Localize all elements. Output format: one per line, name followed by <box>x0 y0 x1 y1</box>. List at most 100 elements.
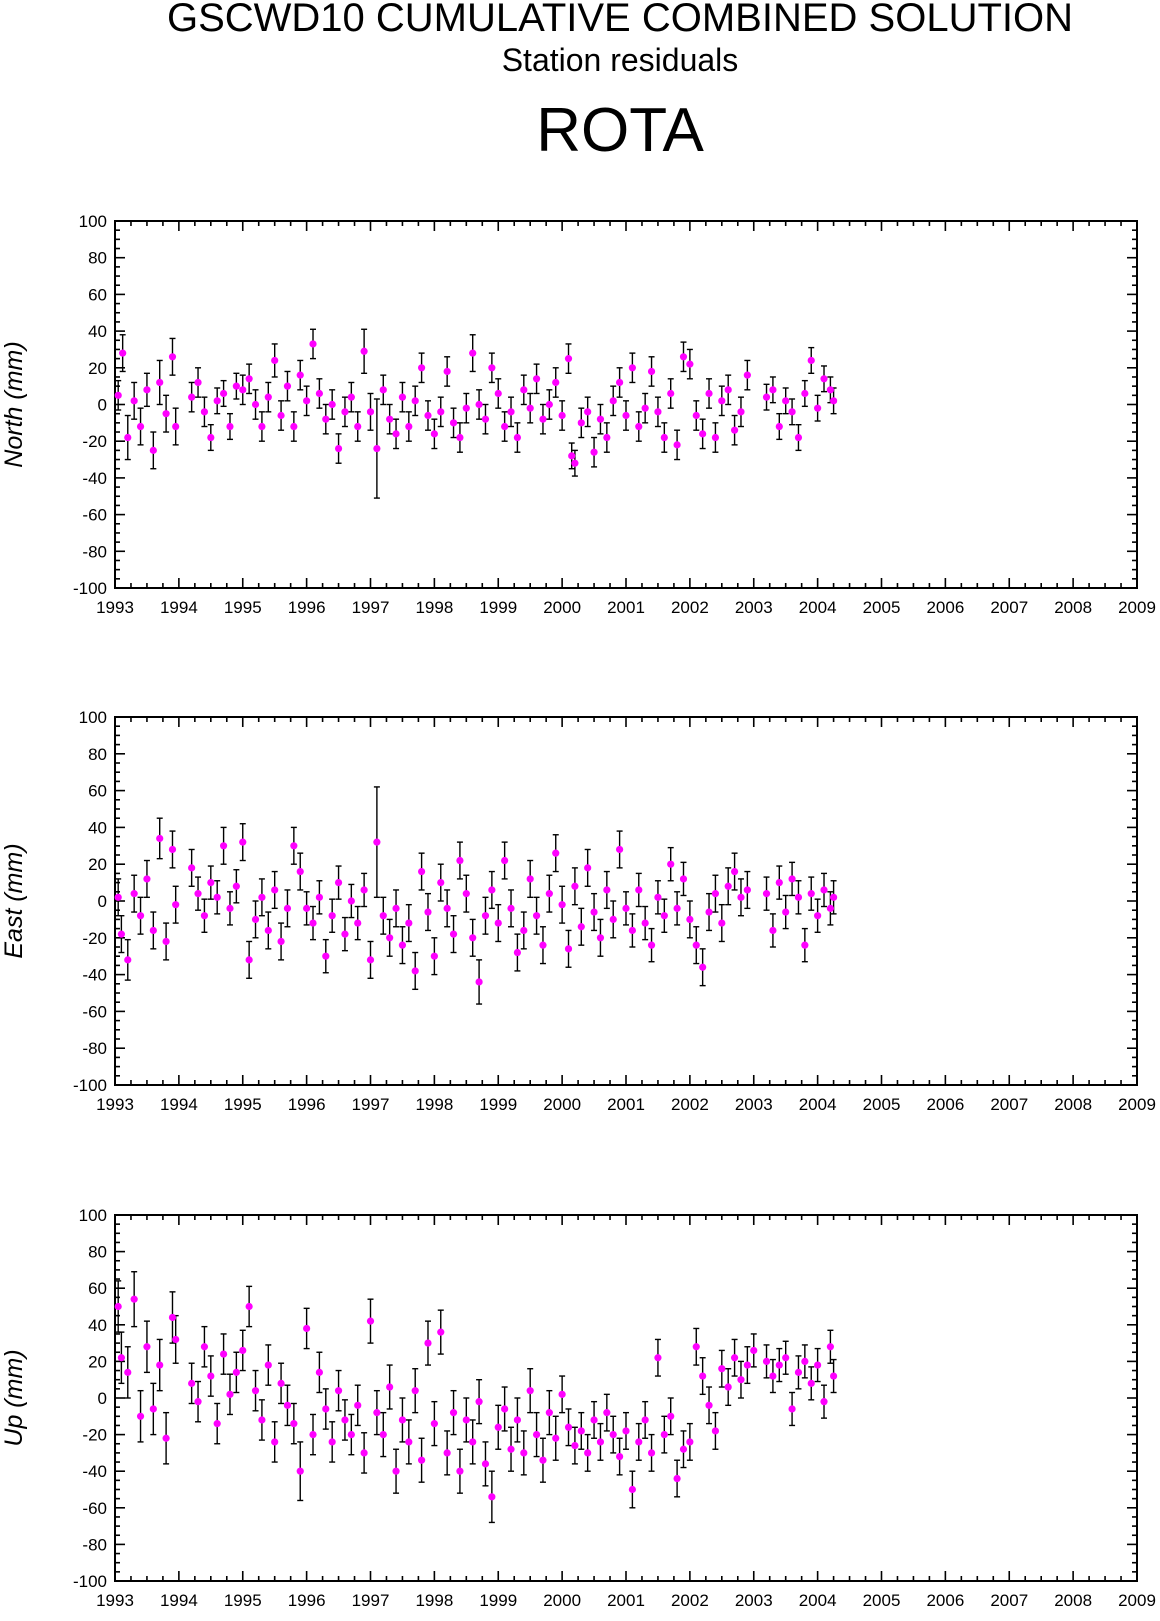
data-point <box>443 1449 451 1457</box>
x-tick-label: 2004 <box>799 1095 837 1114</box>
x-tick-label: 1995 <box>224 598 262 617</box>
data-point <box>801 1357 809 1365</box>
data-point <box>354 1401 362 1409</box>
x-tick-label: 2001 <box>607 598 645 617</box>
data-point <box>347 1431 355 1439</box>
y-tick-label: 40 <box>88 818 107 837</box>
data-point <box>373 838 381 846</box>
data-point <box>801 389 809 398</box>
data-point <box>692 411 700 420</box>
plot-frame <box>114 1214 1138 1582</box>
data-point <box>347 897 355 905</box>
y-tick-label: 80 <box>88 249 107 268</box>
data-point <box>136 422 145 431</box>
x-tick-label: 2003 <box>735 1095 773 1114</box>
y-tick-label: -60 <box>82 506 107 525</box>
data-point <box>200 1343 209 1351</box>
data-point <box>341 408 349 416</box>
data-point <box>213 1420 221 1428</box>
data-point <box>718 919 726 927</box>
data-point <box>149 926 157 935</box>
data-point <box>494 389 502 398</box>
data-point <box>641 404 649 412</box>
data-point <box>647 1449 656 1457</box>
data-point <box>360 886 368 894</box>
data-point <box>277 1379 285 1387</box>
data-point <box>149 446 157 454</box>
data-point <box>762 393 771 401</box>
data-point <box>303 904 311 912</box>
data-point <box>603 1409 611 1417</box>
data-point <box>577 419 585 427</box>
y-tick-label: -100 <box>73 1076 107 1095</box>
data-point <box>418 1456 426 1464</box>
data-point <box>807 1379 815 1387</box>
data-point <box>130 1295 138 1303</box>
data-point <box>743 1361 751 1369</box>
data-point <box>290 842 298 850</box>
data-point <box>296 867 304 876</box>
data-point <box>290 1420 298 1428</box>
data-point <box>322 952 330 960</box>
data-point <box>475 400 483 409</box>
data-point <box>730 1354 739 1362</box>
data-point <box>552 849 560 857</box>
data-point <box>775 422 783 431</box>
data-point <box>430 1420 438 1428</box>
data-point <box>315 389 323 398</box>
data-point <box>788 1405 796 1413</box>
data-point <box>156 834 164 843</box>
data-point <box>373 1409 381 1417</box>
data-point <box>226 422 234 431</box>
data-point <box>705 389 713 398</box>
y-tick-label: 60 <box>88 1279 107 1298</box>
data-point <box>172 901 180 909</box>
x-tick-label: 2003 <box>735 1591 773 1610</box>
data-point <box>449 1409 458 1417</box>
data-point <box>162 1434 170 1442</box>
data-point <box>814 1361 822 1369</box>
y-tick-label: -60 <box>82 1499 107 1518</box>
data-point <box>801 941 809 949</box>
data-point <box>411 967 419 975</box>
data-point <box>826 386 835 394</box>
data-point <box>328 400 336 409</box>
data-point <box>794 893 803 901</box>
data-point <box>590 448 598 456</box>
y-tick-label: -100 <box>73 579 107 598</box>
data-point <box>162 410 170 418</box>
data-point <box>277 411 285 420</box>
data-point <box>513 433 522 442</box>
data-point <box>162 937 170 946</box>
data-point <box>775 879 783 887</box>
data-point <box>271 1438 279 1446</box>
y-tick-label: 0 <box>98 892 107 911</box>
data-point <box>750 1346 758 1355</box>
data-point <box>264 393 272 401</box>
data-point <box>328 912 336 920</box>
data-point <box>156 1361 164 1369</box>
data-point <box>526 1387 534 1395</box>
data-point <box>136 912 145 920</box>
data-point <box>303 397 311 405</box>
data-point <box>635 1438 643 1446</box>
x-tick-label: 2008 <box>1054 598 1092 617</box>
data-point <box>360 347 368 355</box>
data-point <box>488 364 496 372</box>
x-tick-label: 2006 <box>926 598 964 617</box>
data-point <box>782 397 790 405</box>
y-tick-label: 0 <box>98 396 107 415</box>
data-point <box>667 860 675 868</box>
data-point <box>354 422 362 431</box>
data-point <box>200 912 209 920</box>
y-tick-label: 80 <box>88 745 107 764</box>
data-point <box>156 378 164 387</box>
x-tick-label: 2000 <box>543 1591 581 1610</box>
data-point <box>213 397 221 405</box>
data-point <box>609 1431 617 1439</box>
data-point <box>622 411 630 420</box>
data-point <box>616 845 624 854</box>
data-point <box>481 912 490 920</box>
x-tick-label: 2007 <box>990 1591 1028 1610</box>
data-point <box>283 904 292 912</box>
